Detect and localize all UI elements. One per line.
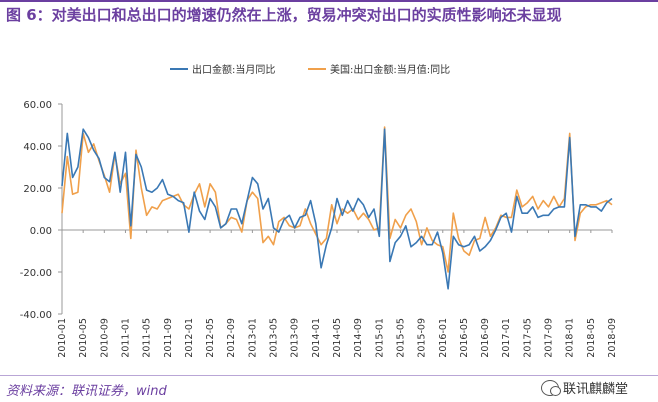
x-tick-label: 2015-05 (395, 318, 406, 358)
x-tick-label: 2014-01 (311, 318, 322, 358)
chart-series (61, 126, 613, 290)
x-tick-label: 2017-09 (544, 318, 555, 358)
y-tick-label: 20.00 (23, 184, 52, 195)
x-tick-label: 2011-01 (120, 318, 131, 358)
x-tick-label: 2010-05 (78, 318, 89, 358)
watermark-text: 联讯麒麟堂 (562, 382, 628, 397)
series-line (61, 128, 613, 290)
y-tick-label: 60.00 (23, 100, 52, 111)
figure-title: 图 6：对美出口和总出口的增速仍然在上涨，贸易冲突对出口的实质性影响还未显现 (6, 6, 562, 24)
legend-label: 出口金额:当月同比 (192, 63, 275, 76)
x-tick-label: 2011-05 (142, 318, 153, 358)
series-line (61, 126, 613, 273)
x-tick-label: 2012-09 (226, 318, 237, 358)
y-tick-label: -40.00 (20, 310, 52, 321)
x-tick-label: 2018-05 (586, 318, 597, 358)
x-tick-label: 2014-05 (332, 318, 343, 358)
y-tick-label: 40.00 (23, 142, 52, 153)
x-tick-label: 2017-05 (522, 318, 533, 358)
x-tick-label: 2012-01 (184, 318, 195, 358)
x-tick-label: 2013-01 (247, 318, 258, 358)
x-tick-label: 2018-01 (565, 318, 576, 358)
legend-label: 美国:出口金额:当月值:同比 (330, 63, 450, 76)
x-tick-label: 2010-01 (57, 318, 68, 358)
y-tick-label: 0.00 (30, 226, 52, 237)
x-tick-label: 2016-09 (480, 318, 491, 358)
x-tick-label: 2018-09 (607, 318, 618, 358)
x-tick-label: 2017-01 (501, 318, 512, 358)
top-border (0, 0, 658, 2)
x-tick-label: 2016-05 (459, 318, 470, 358)
source-note: 资料来源：联讯证券，wind (6, 384, 167, 399)
y-tick-label: -20.00 (20, 268, 52, 279)
x-tick-label: 2016-01 (438, 318, 449, 358)
bottom-border (0, 375, 658, 376)
x-tick-label: 2010-09 (99, 318, 110, 358)
line-chart: 60.00 40.00 20.00 0.00 -20.00 -40.00 2010-01 20… (20, 63, 618, 358)
x-tick-label: 2011-09 (163, 318, 174, 358)
x-tick-label: 2013-05 (269, 318, 280, 358)
x-tick-label: 2015-01 (374, 318, 385, 358)
chart-axes: 60.00 40.00 20.00 0.00 -20.00 -40.00 2010-01 20… (20, 100, 618, 358)
wechat-icon (540, 379, 561, 396)
x-tick-label: 2015-09 (417, 318, 428, 358)
x-tick-label: 2014-09 (353, 318, 364, 358)
x-tick-label: 2012-05 (205, 318, 216, 358)
x-tick-label: 2013-09 (290, 318, 301, 358)
chart-legend: 出口金额:当月同比 美国:出口金额:当月值:同比 (170, 63, 450, 76)
watermark: 联讯麒麟堂 (540, 378, 628, 397)
